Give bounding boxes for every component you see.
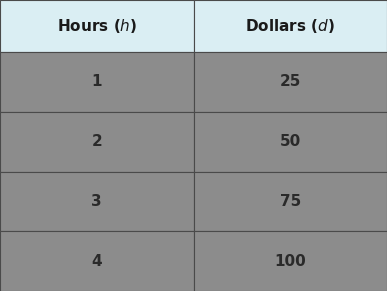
Bar: [194, 112, 387, 171]
Text: 100: 100: [274, 254, 306, 269]
Text: 2: 2: [91, 134, 102, 149]
Bar: [194, 171, 387, 231]
Text: 1: 1: [91, 74, 102, 89]
Bar: [0, 231, 194, 291]
Text: Dollars (d): Dollars (d): [0, 290, 1, 291]
Text: 25: 25: [279, 74, 301, 89]
Text: 3: 3: [91, 194, 102, 209]
Bar: [0, 171, 194, 231]
Text: 4: 4: [91, 254, 102, 269]
Bar: [0, 112, 194, 171]
Text: 75: 75: [280, 194, 301, 209]
Bar: [0, 0, 194, 52]
Text: Hours (h): Hours (h): [0, 290, 1, 291]
Bar: [194, 52, 387, 112]
Bar: [194, 231, 387, 291]
Text: Dollars ($\mathit{d}$): Dollars ($\mathit{d}$): [245, 17, 335, 35]
Text: 50: 50: [280, 134, 301, 149]
Bar: [0, 52, 194, 112]
Bar: [194, 0, 387, 52]
Text: Hours ($\mathit{h}$): Hours ($\mathit{h}$): [57, 17, 137, 35]
